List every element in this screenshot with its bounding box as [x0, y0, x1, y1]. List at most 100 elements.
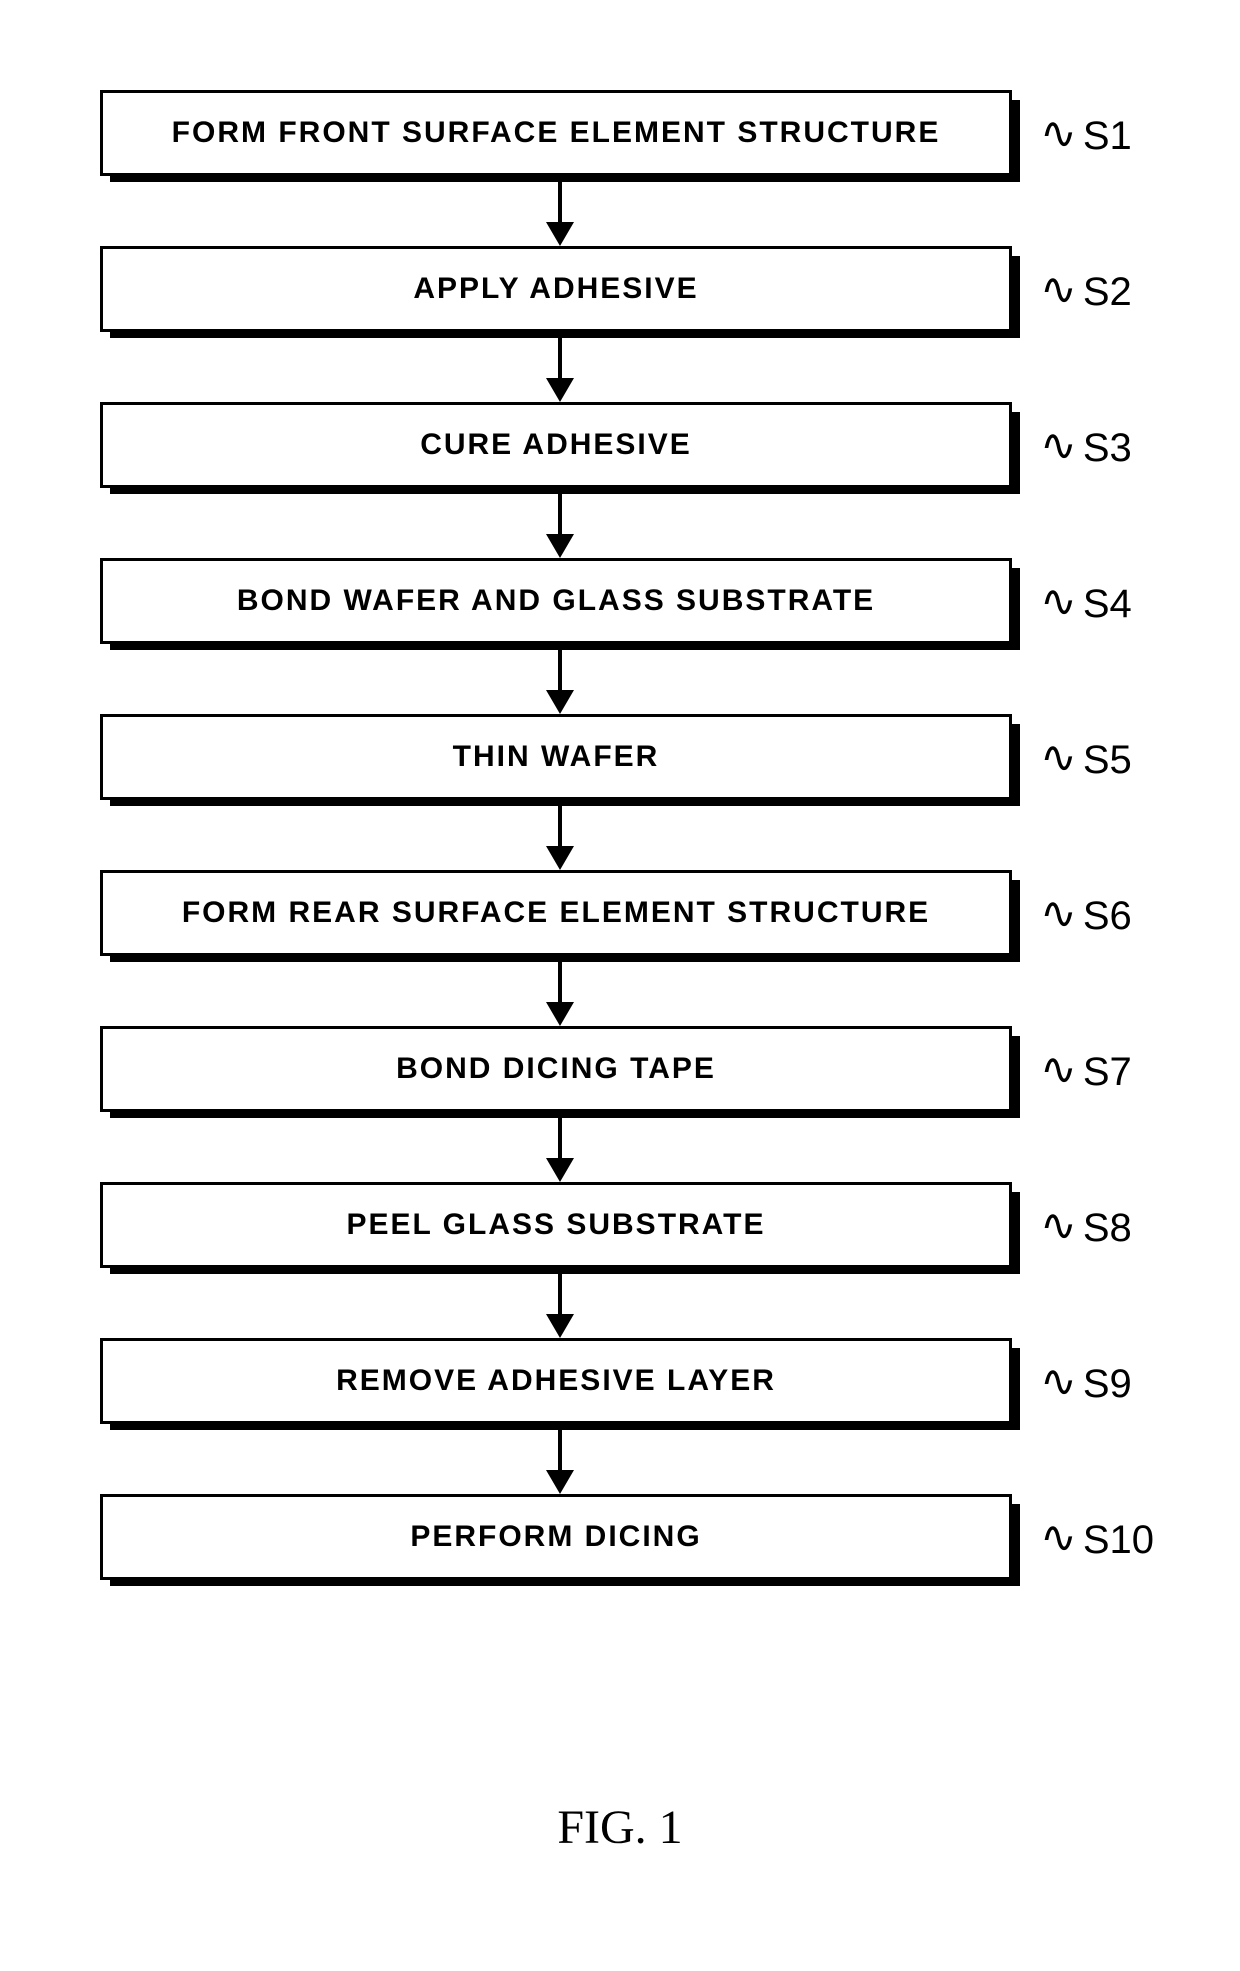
step-box: BOND DICING TAPE [100, 1026, 1012, 1112]
connector-tilde-icon: ∿ [1040, 424, 1077, 468]
step-box-outer: APPLY ADHESIVE [100, 246, 1020, 338]
step-box: BOND WAFER AND GLASS SUBSTRATE [100, 558, 1012, 644]
connector-tilde-icon: ∿ [1040, 268, 1077, 312]
flow-arrow [100, 806, 1020, 870]
arrow-line [558, 334, 562, 378]
step-id: S2 [1083, 270, 1132, 315]
flow-arrow [100, 1430, 1020, 1494]
connector-tilde-icon: ∿ [1040, 1204, 1077, 1248]
connector-tilde-icon: ∿ [1040, 1048, 1077, 1092]
step-box-outer: BOND WAFER AND GLASS SUBSTRATE [100, 558, 1020, 650]
arrow-line [558, 646, 562, 690]
arrow-line [558, 490, 562, 534]
arrow-head-icon [546, 1314, 574, 1338]
flow-step: CURE ADHESIVE ∿S3 [100, 402, 1140, 494]
step-id-wrap: ∿S4 [1040, 582, 1132, 627]
step-box-outer: REMOVE ADHESIVE LAYER [100, 1338, 1020, 1430]
step-id-wrap: ∿S6 [1040, 894, 1132, 939]
step-label: APPLY ADHESIVE [413, 272, 698, 306]
step-label: FORM REAR SURFACE ELEMENT STRUCTURE [182, 896, 930, 930]
flow-step: BOND WAFER AND GLASS SUBSTRATE ∿S4 [100, 558, 1140, 650]
arrow-head-icon [546, 1002, 574, 1026]
figure-caption: FIG. 1 [0, 1800, 1240, 1855]
step-id: S10 [1083, 1518, 1154, 1563]
flow-step: PERFORM DICING∿S10 [100, 1494, 1140, 1586]
flow-step: APPLY ADHESIVE ∿S2 [100, 246, 1140, 338]
connector-tilde-icon: ∿ [1040, 580, 1077, 624]
flow-arrow [100, 338, 1020, 402]
step-label: PERFORM DICING [410, 1520, 701, 1554]
step-box: REMOVE ADHESIVE LAYER [100, 1338, 1012, 1424]
flow-arrow [100, 1118, 1020, 1182]
step-box-outer: PERFORM DICING [100, 1494, 1020, 1586]
step-id-wrap: ∿S8 [1040, 1206, 1132, 1251]
arrow-line [558, 178, 562, 222]
flow-arrow [100, 1274, 1020, 1338]
step-id: S9 [1083, 1362, 1132, 1407]
step-label: THIN WAFER [453, 740, 660, 774]
step-label: BOND WAFER AND GLASS SUBSTRATE [237, 584, 875, 618]
arrow-head-icon [546, 222, 574, 246]
flow-arrow [100, 650, 1020, 714]
arrow-line [558, 1270, 562, 1314]
step-id: S5 [1083, 738, 1132, 783]
flow-step: THIN WAFER ∿S5 [100, 714, 1140, 806]
step-box: FORM REAR SURFACE ELEMENT STRUCTURE [100, 870, 1012, 956]
step-box: PERFORM DICING [100, 1494, 1012, 1580]
step-box-outer: PEEL GLASS SUBSTRATE [100, 1182, 1020, 1274]
step-box-outer: FORM REAR SURFACE ELEMENT STRUCTURE [100, 870, 1020, 962]
step-label: PEEL GLASS SUBSTRATE [347, 1208, 766, 1242]
connector-tilde-icon: ∿ [1040, 1516, 1077, 1560]
arrow-head-icon [546, 846, 574, 870]
flowchart: FORM FRONT SURFACE ELEMENT STRUCTURE∿S1A… [100, 90, 1140, 1586]
step-id-wrap: ∿S9 [1040, 1362, 1132, 1407]
step-id: S7 [1083, 1050, 1132, 1095]
step-box-outer: CURE ADHESIVE [100, 402, 1020, 494]
step-id: S6 [1083, 894, 1132, 939]
step-id: S8 [1083, 1206, 1132, 1251]
step-label: REMOVE ADHESIVE LAYER [336, 1364, 776, 1398]
arrow-line [558, 958, 562, 1002]
step-box: CURE ADHESIVE [100, 402, 1012, 488]
arrow-line [558, 1426, 562, 1470]
step-box: THIN WAFER [100, 714, 1012, 800]
step-id-wrap: ∿S7 [1040, 1050, 1132, 1095]
connector-tilde-icon: ∿ [1040, 736, 1077, 780]
connector-tilde-icon: ∿ [1040, 112, 1077, 156]
step-box: APPLY ADHESIVE [100, 246, 1012, 332]
step-id-wrap: ∿S2 [1040, 270, 1132, 315]
step-box-outer: THIN WAFER [100, 714, 1020, 806]
figure-container: FORM FRONT SURFACE ELEMENT STRUCTURE∿S1A… [0, 0, 1240, 1971]
arrow-head-icon [546, 1158, 574, 1182]
arrow-head-icon [546, 1470, 574, 1494]
flow-step: FORM FRONT SURFACE ELEMENT STRUCTURE ∿S1 [100, 90, 1140, 182]
flow-step: REMOVE ADHESIVE LAYER ∿S9 [100, 1338, 1140, 1430]
step-id-wrap: ∿S3 [1040, 426, 1132, 471]
flow-step: PEEL GLASS SUBSTRATE ∿S8 [100, 1182, 1140, 1274]
flow-arrow [100, 494, 1020, 558]
flow-step: FORM REAR SURFACE ELEMENT STRUCTURE ∿S6 [100, 870, 1140, 962]
flow-arrow [100, 182, 1020, 246]
arrow-head-icon [546, 690, 574, 714]
flow-arrow [100, 962, 1020, 1026]
step-label: CURE ADHESIVE [420, 428, 692, 462]
arrow-head-icon [546, 378, 574, 402]
arrow-head-icon [546, 534, 574, 558]
step-box-outer: FORM FRONT SURFACE ELEMENT STRUCTURE [100, 90, 1020, 182]
step-box: FORM FRONT SURFACE ELEMENT STRUCTURE [100, 90, 1012, 176]
step-id: S1 [1083, 114, 1132, 159]
step-label: FORM FRONT SURFACE ELEMENT STRUCTURE [172, 116, 941, 150]
step-box: PEEL GLASS SUBSTRATE [100, 1182, 1012, 1268]
arrow-line [558, 1114, 562, 1158]
step-label: BOND DICING TAPE [396, 1052, 716, 1086]
step-id-wrap: ∿S10 [1040, 1518, 1154, 1563]
flow-step: BOND DICING TAPE ∿S7 [100, 1026, 1140, 1118]
connector-tilde-icon: ∿ [1040, 892, 1077, 936]
step-id-wrap: ∿S5 [1040, 738, 1132, 783]
step-id: S4 [1083, 582, 1132, 627]
connector-tilde-icon: ∿ [1040, 1360, 1077, 1404]
step-box-outer: BOND DICING TAPE [100, 1026, 1020, 1118]
step-id-wrap: ∿S1 [1040, 114, 1132, 159]
step-id: S3 [1083, 426, 1132, 471]
arrow-line [558, 802, 562, 846]
